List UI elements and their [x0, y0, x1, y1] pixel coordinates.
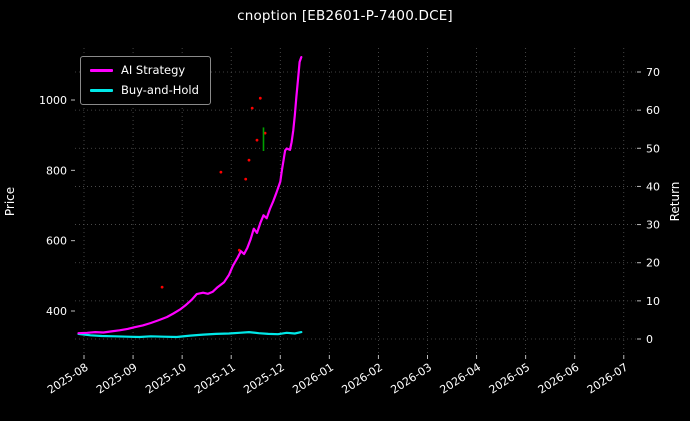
- svg-text:400: 400: [46, 305, 67, 318]
- buy-and-hold-line-swatch: [90, 88, 113, 92]
- legend: AI Strategy Buy-and-Hold: [80, 56, 211, 105]
- svg-text:2026-06: 2026-06: [536, 361, 582, 397]
- legend-label-buy-and-hold: Buy-and-Hold: [121, 83, 199, 97]
- svg-text:1000: 1000: [39, 94, 67, 107]
- svg-text:2025-12: 2025-12: [241, 361, 287, 397]
- svg-text:2025-08: 2025-08: [45, 361, 91, 397]
- svg-text:40: 40: [646, 180, 660, 193]
- svg-text:60: 60: [646, 104, 660, 117]
- svg-text:2026-05: 2026-05: [487, 361, 533, 397]
- svg-text:600: 600: [46, 235, 67, 248]
- svg-text:Price: Price: [3, 187, 17, 216]
- svg-text:2026-04: 2026-04: [438, 361, 484, 397]
- svg-text:2025-11: 2025-11: [192, 361, 238, 397]
- svg-text:2025-10: 2025-10: [143, 361, 189, 397]
- svg-text:800: 800: [46, 164, 67, 177]
- ai-strategy-line-swatch: [90, 68, 113, 72]
- svg-text:30: 30: [646, 219, 660, 232]
- svg-text:20: 20: [646, 257, 660, 270]
- legend-item-ai-strategy: AI Strategy: [90, 63, 199, 77]
- svg-text:2026-01: 2026-01: [290, 361, 336, 397]
- legend-label-ai-strategy: AI Strategy: [121, 63, 186, 77]
- svg-text:70: 70: [646, 66, 660, 79]
- svg-text:2026-03: 2026-03: [388, 361, 434, 397]
- chart-title: cnoption [EB2601-P-7400.DCE]: [237, 8, 453, 24]
- svg-text:Return: Return: [668, 182, 682, 222]
- svg-text:2025-09: 2025-09: [94, 361, 140, 397]
- legend-item-buy-and-hold: Buy-and-Hold: [90, 83, 199, 97]
- svg-text:10: 10: [646, 295, 660, 308]
- svg-text:0: 0: [646, 333, 653, 346]
- svg-text:2026-07: 2026-07: [585, 361, 631, 397]
- svg-text:2026-02: 2026-02: [339, 361, 385, 397]
- svg-text:50: 50: [646, 142, 660, 155]
